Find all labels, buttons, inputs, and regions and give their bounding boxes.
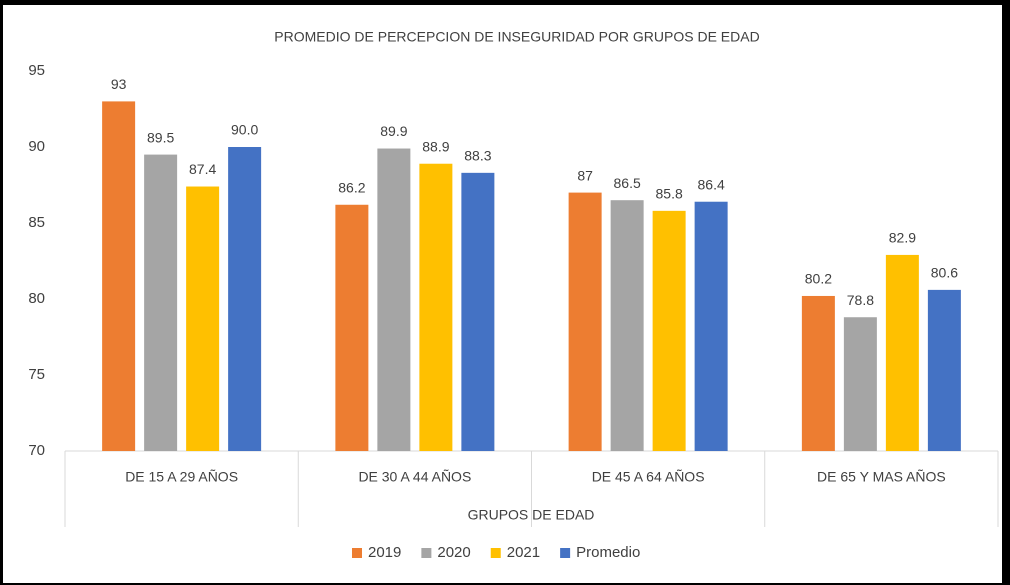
data-label: 87 [577, 167, 593, 183]
y-tick-label: 85 [28, 214, 45, 231]
data-label: 93 [111, 76, 127, 92]
legend-label: 2019 [368, 544, 401, 561]
data-label: 86.4 [698, 176, 725, 192]
x-tick-label: DE 15 A 29 AÑOS [125, 469, 238, 485]
legend-swatch [490, 548, 501, 558]
bar [335, 204, 369, 451]
data-label: 82.9 [889, 230, 916, 246]
bar [461, 172, 495, 451]
legend-label: 2021 [507, 544, 540, 561]
bar [610, 200, 644, 451]
bar [186, 186, 220, 451]
bar [801, 295, 835, 451]
y-tick-label: 90 [28, 138, 45, 155]
bar [843, 317, 877, 451]
y-tick-label: 80 [28, 290, 45, 307]
legend-swatch [421, 548, 432, 558]
bar [694, 201, 728, 451]
data-label: 90.0 [231, 122, 258, 138]
bar [102, 101, 136, 452]
data-label: 86.5 [614, 175, 641, 191]
data-label: 78.8 [847, 292, 874, 308]
data-label: 80.6 [931, 265, 958, 281]
x-tick-label: DE 30 A 44 AÑOS [358, 469, 471, 485]
bar [927, 289, 961, 451]
bar [228, 147, 262, 451]
bar [568, 192, 602, 451]
data-label: 86.2 [338, 179, 365, 195]
y-tick-label: 95 [28, 62, 45, 79]
y-tick-label: 70 [28, 442, 45, 459]
bar [144, 154, 178, 451]
legend-label: 2020 [437, 544, 470, 561]
data-label: 89.5 [147, 129, 174, 145]
x-tick-label: DE 65 Y MAS AÑOS [817, 469, 946, 485]
legend-swatch [560, 548, 571, 558]
data-label: 85.8 [656, 186, 683, 202]
legend-swatch [352, 548, 362, 558]
data-label: 87.4 [189, 161, 216, 177]
y-tick-label: 75 [28, 366, 45, 383]
bar [652, 210, 686, 451]
data-label: 80.2 [805, 271, 832, 287]
data-label: 89.9 [380, 123, 407, 139]
bar [885, 254, 919, 451]
bar [419, 163, 453, 451]
bar [377, 148, 411, 451]
chart-title: PROMEDIO DE PERCEPCION DE INSEGURIDAD PO… [274, 29, 759, 45]
data-label: 88.3 [464, 148, 491, 164]
data-label: 88.9 [422, 138, 449, 154]
legend-label: Promedio [576, 544, 640, 561]
x-tick-label: DE 45 A 64 AÑOS [592, 469, 705, 485]
